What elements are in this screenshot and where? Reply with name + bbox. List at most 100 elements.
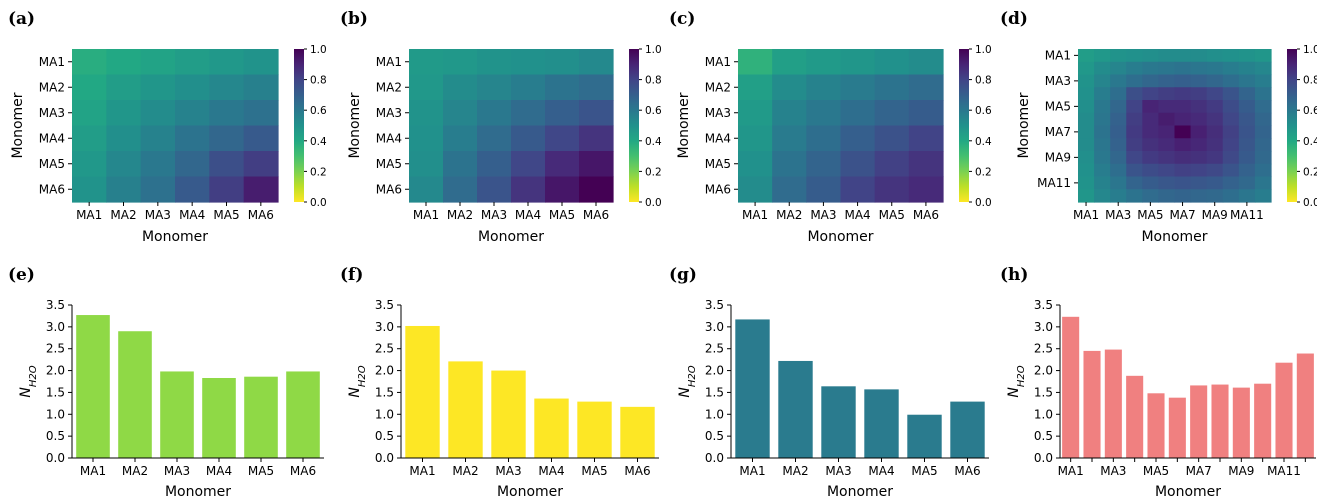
heatmap-cell <box>1126 74 1143 88</box>
heatmap-cell <box>738 151 773 178</box>
x-tick-label: MA2 <box>110 208 136 222</box>
heatmap-cell <box>140 125 176 152</box>
heatmap-cell <box>579 176 614 203</box>
colorbar-tick-label: 0.8 <box>975 75 992 87</box>
heatmap-cell <box>1142 125 1160 139</box>
heatmap-cell <box>1222 100 1240 114</box>
heatmap-cell <box>1174 100 1192 114</box>
y-tick-label: 0.5 <box>705 429 724 443</box>
x-tick-label: MA5 <box>1143 464 1169 478</box>
heatmap-cell <box>1142 189 1160 203</box>
bar-MA5 <box>1147 393 1165 458</box>
x-tick-label: MA1 <box>409 464 435 478</box>
x-tick-label: MA2 <box>447 208 473 222</box>
x-tick-label: MA6 <box>583 208 609 222</box>
heatmap-cell <box>806 100 842 127</box>
heatmap-cell <box>1206 49 1224 63</box>
heatmap-cell <box>1206 125 1224 139</box>
heatmap-cell <box>908 49 944 76</box>
heatmap-cell <box>738 125 773 152</box>
colorbar-tick-label: 0.4 <box>975 136 992 148</box>
bar-MA3 <box>821 386 856 458</box>
heatmap-cell <box>1078 189 1095 203</box>
heatmap-cell <box>1094 112 1111 127</box>
heatmap-cell <box>477 151 512 178</box>
heatmap-cell <box>1190 138 1208 152</box>
bar-MA1 <box>405 325 440 458</box>
heatmap-cell <box>477 74 512 101</box>
heatmap-panel-4: MA1 MA3 MA5 MA7 MA9 MA11MA1MA3MA5MA7MA9MA11Mo… <box>1016 44 1317 245</box>
x-tick-label: MA6 <box>290 464 316 478</box>
y-axis-label: NH2O <box>347 365 368 397</box>
heatmap-cell <box>1110 163 1127 178</box>
x-tick-label: MA3 <box>481 208 507 222</box>
heatmap-cell <box>1078 74 1095 88</box>
heatmap-cell <box>1142 87 1160 101</box>
heatmap-panel-2: MA1 MA2 MA3 MA4 MA5 MA6 MA1 MA2 MA3 MA4 MA5 MA6 Mono… <box>347 44 662 245</box>
y-tick-label: MA3 <box>1045 74 1071 88</box>
x-tick-label: MA1 <box>739 464 765 478</box>
heatmap-cell <box>1190 100 1208 114</box>
heatmap-cell <box>243 125 279 152</box>
heatmap-cell <box>1110 151 1127 165</box>
heatmap-cell <box>1238 163 1256 178</box>
heatmap-cell <box>1222 151 1240 165</box>
heatmap-cell <box>1110 87 1127 101</box>
heatmap-cell <box>1126 112 1143 127</box>
x-tick-label: MA1 <box>742 208 768 222</box>
heatmap-cell <box>140 100 176 127</box>
heatmap-cell <box>1078 151 1095 165</box>
y-tick-label: 0.5 <box>1034 429 1053 443</box>
heatmap-cell <box>243 49 279 76</box>
y-tick-label: 3.0 <box>705 320 724 334</box>
heatmap-cell <box>409 100 444 127</box>
heatmap-cell <box>1078 112 1095 127</box>
bar-MA2 <box>1083 350 1101 458</box>
bar-panel-2: MA1 MA2 MA3 MA4 MA5 MA6 0.0 0.5 1.0 1.5 2.0 2.5 3.0 3… <box>347 298 659 500</box>
heatmap-cell <box>1110 49 1127 63</box>
heatmap-cell <box>106 151 142 178</box>
heatmap-cell <box>1158 74 1176 88</box>
heatmap-cell <box>1174 125 1192 139</box>
heatmap-cell <box>1174 61 1192 76</box>
x-axis-label: Monomer <box>142 229 208 245</box>
heatmap-cell <box>579 74 614 101</box>
y-tick-label: 0.0 <box>46 451 65 465</box>
panel-label: (c) <box>669 9 695 29</box>
y-tick-label: 1.5 <box>1034 385 1053 399</box>
bar-MA6 <box>950 401 985 458</box>
bar-MA3 <box>160 371 194 458</box>
y-tick-label: 3.5 <box>46 298 65 312</box>
heatmap-cell <box>72 151 107 178</box>
colorbar-tick-label: 0.0 <box>1303 197 1317 209</box>
heatmap-cell <box>1110 61 1127 76</box>
bar-MA4 <box>864 389 899 458</box>
x-tick-label: MA11 <box>1267 464 1301 478</box>
bar-MA5 <box>244 376 278 458</box>
y-tick-label: 3.0 <box>1034 320 1053 334</box>
x-tick-label: MA1 <box>413 208 439 222</box>
heatmap-cell <box>545 151 580 178</box>
heatmap-cell <box>140 176 176 203</box>
heatmap-cell <box>1174 176 1192 190</box>
y-tick-label: MA3 <box>39 106 65 120</box>
heatmap-cell <box>72 100 107 127</box>
heatmap-cell <box>409 176 444 203</box>
x-tick-label: MA4 <box>515 208 541 222</box>
y-tick-label: 2.0 <box>705 364 724 378</box>
heatmap-cell <box>1094 61 1111 76</box>
heatmap-cell <box>1254 112 1272 127</box>
x-tick-label: MA2 <box>122 464 148 478</box>
heatmap-cell <box>545 176 580 203</box>
bar-MA9 <box>1232 387 1250 458</box>
heatmap-cell <box>511 100 546 127</box>
heatmap-cell <box>1254 74 1272 88</box>
heatmap-cell <box>1206 176 1224 190</box>
heatmap-cell <box>477 100 512 127</box>
heatmap-cell <box>772 151 807 178</box>
heatmap-cell <box>840 74 876 101</box>
heatmap-cell <box>772 49 807 76</box>
y-tick-label: 0.5 <box>375 429 394 443</box>
heatmap-cell <box>1142 163 1160 178</box>
colorbar <box>1287 49 1297 202</box>
